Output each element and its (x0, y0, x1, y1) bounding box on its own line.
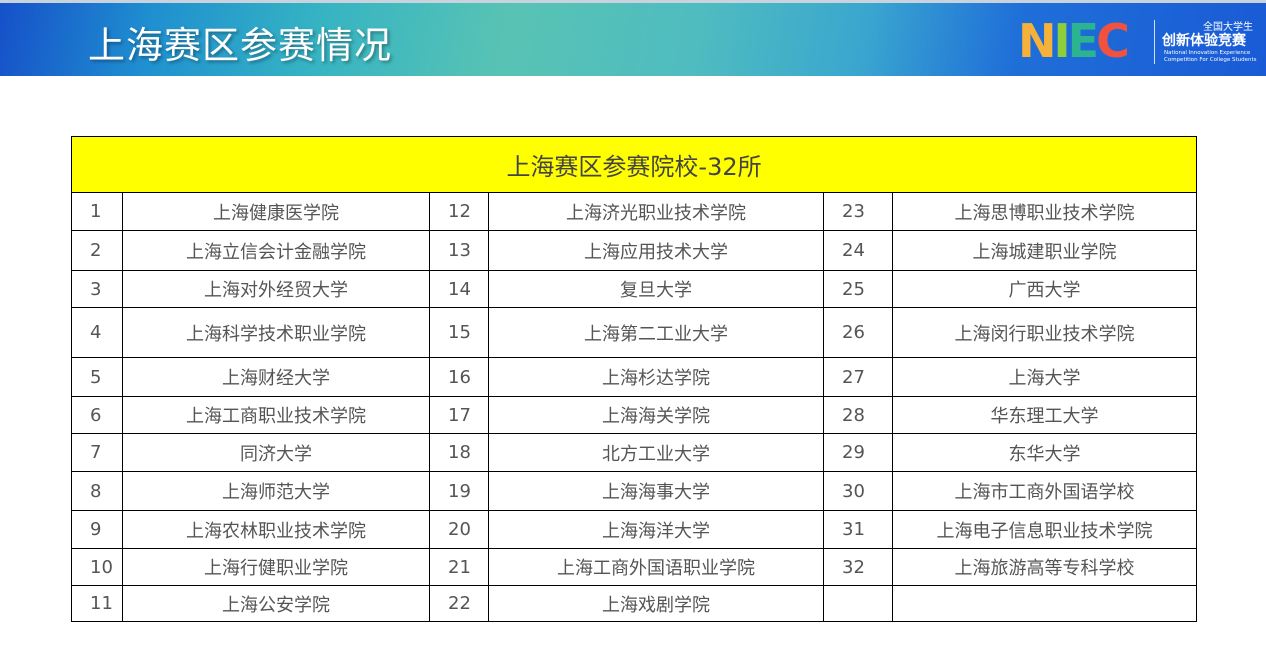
school-number: 17 (429, 396, 489, 434)
school-number: 29 (823, 433, 893, 472)
table-row: 4 上海科学技术职业学院 15 上海第二工业大学 26 上海闵行职业技术学院 (71, 307, 1198, 358)
table-row: 3 上海对外经贸大学 14 复旦大学 25 广西大学 (71, 270, 1198, 308)
school-name: 上海闵行职业技术学院 (891, 307, 1198, 358)
school-name: 上海工商职业技术学院 (122, 396, 430, 434)
school-number: 32 (823, 548, 893, 586)
school-number: 24 (823, 230, 893, 271)
school-number: 11 (71, 585, 123, 622)
school-name: 上海海关学院 (488, 396, 824, 434)
table-row: 7 同济大学 18 北方工业大学 29 东华大学 (71, 433, 1198, 472)
school-name: 上海旅游高等专科学校 (891, 548, 1198, 586)
school-number: 2 (71, 230, 123, 271)
school-name: 上海立信会计金融学院 (122, 230, 430, 271)
school-name: 上海行健职业学院 (122, 548, 430, 586)
school-number: 27 (823, 357, 893, 397)
school-number: 9 (71, 510, 123, 549)
school-name: 上海海事大学 (488, 471, 824, 511)
school-name: 东华大学 (891, 433, 1198, 472)
school-number: 4 (71, 307, 123, 358)
school-number: 23 (823, 192, 893, 231)
school-number: 6 (71, 396, 123, 434)
school-number: 8 (71, 471, 123, 511)
school-name: 上海大学 (891, 357, 1198, 397)
school-number (823, 585, 893, 622)
school-number: 13 (429, 230, 489, 271)
schools-table: 上海赛区参赛院校-32所 1 上海健康医学院 12 上海济光职业技术学院 23 上海思博职… (70, 136, 1198, 622)
school-name (891, 585, 1198, 622)
school-name: 上海海洋大学 (488, 510, 824, 549)
school-name: 上海电子信息职业技术学院 (891, 510, 1198, 549)
logo-cn-small: 全国大学生 (1203, 22, 1253, 33)
school-name: 上海公安学院 (122, 585, 430, 622)
table-row: 5 上海财经大学 16 上海杉达学院 27 上海大学 (71, 357, 1198, 397)
school-number: 18 (429, 433, 489, 472)
school-number: 20 (429, 510, 489, 549)
school-name: 上海农林职业技术学院 (122, 510, 430, 549)
logo-cn-main: 创新体验竞赛 (1162, 33, 1246, 49)
school-name: 上海济光职业技术学院 (488, 192, 824, 231)
school-number: 19 (429, 471, 489, 511)
header-banner: 上海赛区参赛情况 NIEC 全国大学生 创新体验竞赛 National Inno… (0, 0, 1266, 76)
school-number: 12 (429, 192, 489, 231)
logo-en-line1: National Innovation Experience (1164, 50, 1251, 56)
school-name: 上海市工商外国语学校 (891, 471, 1198, 511)
school-number: 7 (71, 433, 123, 472)
logo-en: National Innovation Experience Competitio… (1164, 50, 1264, 64)
school-name: 上海工商外国语职业学院 (488, 548, 824, 586)
school-number: 14 (429, 270, 489, 308)
school-name: 上海杉达学院 (488, 357, 824, 397)
school-name: 上海财经大学 (122, 357, 430, 397)
table-row: 2 上海立信会计金融学院 13 上海应用技术大学 24 上海城建职业学院 (71, 230, 1198, 271)
school-name: 复旦大学 (488, 270, 824, 308)
table-row: 10 上海行健职业学院 21 上海工商外国语职业学院 32 上海旅游高等专科学校 (71, 548, 1198, 586)
school-name: 上海师范大学 (122, 471, 430, 511)
school-number: 3 (71, 270, 123, 308)
logo-mark: NIEC (1018, 14, 1130, 68)
table-row: 6 上海工商职业技术学院 17 上海海关学院 28 华东理工大学 (71, 396, 1198, 434)
table-row: 8 上海师范大学 19 上海海事大学 30 上海市工商外国语学校 (71, 471, 1198, 511)
school-name: 华东理工大学 (891, 396, 1198, 434)
school-number: 1 (71, 192, 123, 231)
school-number: 28 (823, 396, 893, 434)
school-name: 上海对外经贸大学 (122, 270, 430, 308)
school-name: 上海健康医学院 (122, 192, 430, 231)
table-row: 1 上海健康医学院 12 上海济光职业技术学院 23 上海思博职业技术学院 (71, 192, 1198, 231)
school-number: 26 (823, 307, 893, 358)
table-row: 11 上海公安学院 22 上海戏剧学院 (71, 585, 1198, 622)
school-number: 31 (823, 510, 893, 549)
school-name: 上海思博职业技术学院 (891, 192, 1198, 231)
school-number: 22 (429, 585, 489, 622)
niec-logo: NIEC 全国大学生 创新体验竞赛 National Innovation Ex… (1018, 12, 1258, 68)
school-number: 25 (823, 270, 893, 308)
school-name: 上海城建职业学院 (891, 230, 1198, 271)
school-name: 上海第二工业大学 (488, 307, 824, 358)
table-title: 上海赛区参赛院校-32所 (70, 136, 1198, 193)
logo-en-line2: Competition For College Students (1164, 57, 1257, 63)
school-number: 10 (71, 548, 123, 586)
school-name: 广西大学 (891, 270, 1198, 308)
logo-divider (1154, 20, 1155, 64)
school-name: 上海应用技术大学 (488, 230, 824, 271)
school-number: 15 (429, 307, 489, 358)
school-name: 上海科学技术职业学院 (122, 307, 430, 358)
school-number: 30 (823, 471, 893, 511)
school-name: 北方工业大学 (488, 433, 824, 472)
table-row: 9 上海农林职业技术学院 20 上海海洋大学 31 上海电子信息职业技术学院 (71, 510, 1198, 549)
school-number: 5 (71, 357, 123, 397)
page-title: 上海赛区参赛情况 (88, 24, 392, 67)
school-name: 上海戏剧学院 (488, 585, 824, 622)
school-number: 16 (429, 357, 489, 397)
school-name: 同济大学 (122, 433, 430, 472)
school-number: 21 (429, 548, 489, 586)
